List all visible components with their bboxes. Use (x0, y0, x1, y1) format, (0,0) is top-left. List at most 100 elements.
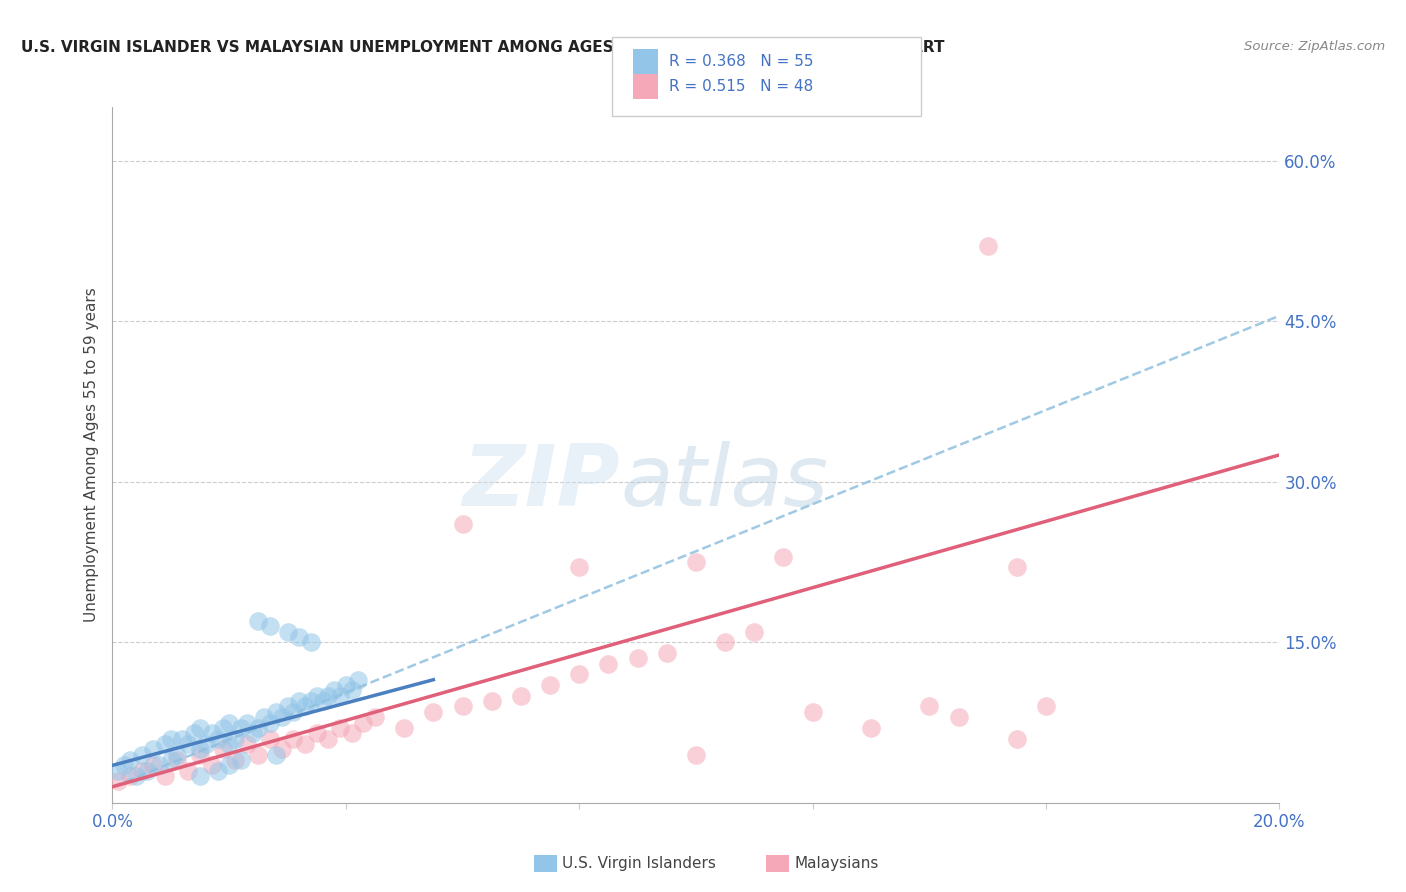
Text: Source: ZipAtlas.com: Source: ZipAtlas.com (1244, 40, 1385, 54)
Point (311, 694, 333, 708)
Point (276, 699, 298, 714)
Text: R = 0.515   N = 48: R = 0.515 N = 48 (669, 79, 814, 94)
Point (299, 635, 322, 649)
Point (247, 721, 270, 735)
Point (323, 683, 346, 698)
Point (948, 710, 970, 724)
Point (714, 635, 737, 649)
Point (259, 619, 281, 633)
Point (299, 694, 322, 708)
Point (177, 737, 200, 751)
Point (538, 678, 561, 692)
Point (172, 731, 194, 746)
Point (218, 737, 240, 751)
Point (568, 560, 591, 574)
Point (801, 705, 824, 719)
Point (259, 715, 281, 730)
Point (229, 753, 252, 767)
Point (276, 624, 298, 639)
Point (247, 747, 270, 762)
Point (235, 737, 257, 751)
Text: ZIP: ZIP (463, 442, 620, 524)
Point (264, 705, 287, 719)
Point (394, 721, 416, 735)
Point (183, 726, 205, 740)
Text: Malaysians: Malaysians (794, 856, 879, 871)
Point (742, 624, 765, 639)
Text: R = 0.368   N = 55: R = 0.368 N = 55 (669, 54, 814, 69)
Point (1005, 731, 1028, 746)
Point (207, 731, 229, 746)
Point (160, 731, 183, 746)
Point (451, 699, 474, 714)
Point (346, 673, 368, 687)
Point (860, 721, 883, 735)
Point (627, 651, 650, 665)
Point (318, 689, 340, 703)
Point (329, 721, 352, 735)
Point (685, 747, 707, 762)
Point (212, 721, 235, 735)
Point (288, 694, 311, 708)
Point (125, 769, 148, 783)
Point (568, 667, 591, 681)
Text: U.S. VIRGIN ISLANDER VS MALAYSIAN UNEMPLOYMENT AMONG AGES 55 TO 59 YEARS CORRELA: U.S. VIRGIN ISLANDER VS MALAYSIAN UNEMPL… (21, 40, 945, 55)
Point (918, 699, 941, 714)
Point (270, 742, 292, 756)
Point (422, 705, 444, 719)
Point (253, 710, 276, 724)
Point (224, 731, 246, 746)
Point (160, 753, 183, 767)
Point (283, 705, 305, 719)
Point (772, 549, 794, 564)
Point (188, 747, 211, 762)
Point (976, 239, 998, 253)
Text: atlas: atlas (620, 442, 828, 524)
Point (212, 742, 235, 756)
Point (142, 742, 165, 756)
Point (112, 758, 135, 772)
Point (229, 721, 252, 735)
Point (329, 689, 352, 703)
Point (188, 742, 211, 756)
Point (340, 726, 363, 740)
Point (153, 769, 176, 783)
Point (148, 758, 170, 772)
Point (136, 764, 159, 778)
Point (188, 769, 211, 783)
Point (218, 758, 240, 772)
Point (335, 678, 357, 692)
Point (166, 753, 188, 767)
Point (201, 758, 224, 772)
Point (107, 764, 129, 778)
Point (118, 769, 141, 783)
Point (685, 555, 707, 569)
Point (166, 747, 188, 762)
Point (131, 764, 153, 778)
Point (283, 731, 305, 746)
Point (352, 715, 374, 730)
Point (509, 689, 531, 703)
Point (364, 710, 387, 724)
Point (481, 694, 503, 708)
Point (270, 710, 292, 724)
Point (218, 715, 240, 730)
Point (598, 657, 620, 671)
Point (153, 737, 176, 751)
Point (224, 753, 246, 767)
Point (177, 764, 200, 778)
Point (201, 726, 224, 740)
Point (305, 726, 328, 740)
Point (655, 646, 678, 660)
Point (107, 774, 129, 789)
Point (131, 747, 153, 762)
Point (247, 614, 270, 628)
Point (235, 715, 257, 730)
Point (451, 517, 474, 532)
Point (264, 747, 287, 762)
Point (318, 731, 340, 746)
Point (188, 721, 211, 735)
Y-axis label: Unemployment Among Ages 55 to 59 years: Unemployment Among Ages 55 to 59 years (84, 287, 100, 623)
Point (1005, 560, 1028, 574)
Point (207, 764, 229, 778)
